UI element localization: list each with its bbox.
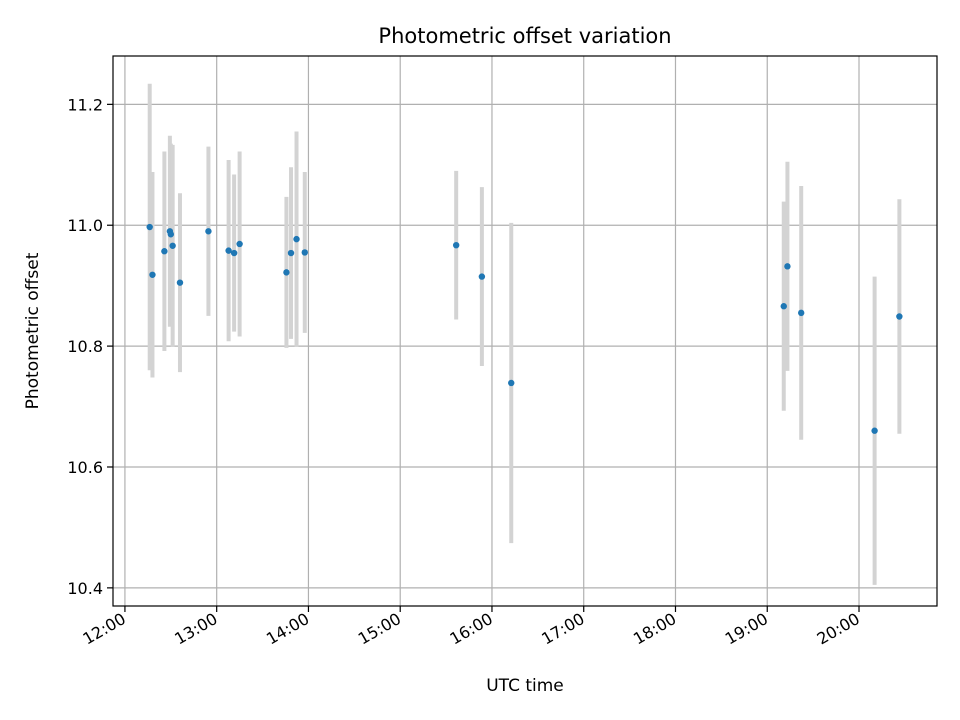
data-point: [146, 223, 153, 231]
data-points: [146, 223, 903, 434]
grid: [113, 56, 937, 606]
y-tick-label: 11.0: [67, 216, 103, 235]
data-point: [896, 313, 903, 320]
data-point: [236, 240, 243, 248]
y-tick-label: 10.6: [67, 458, 103, 477]
data-point: [508, 379, 515, 387]
data-point: [205, 228, 212, 235]
data-point: [225, 247, 232, 254]
y-tick-label: 11.2: [67, 95, 103, 114]
data-point: [780, 303, 787, 310]
y-tick-label: 10.4: [67, 579, 103, 598]
data-point: [301, 249, 308, 256]
data-point: [287, 249, 295, 257]
y-tick-label: 10.8: [67, 337, 103, 356]
y-axis-label: Photometric offset: [23, 252, 43, 409]
data-point: [452, 241, 460, 249]
data-point: [169, 242, 176, 249]
plot-frame: [112, 55, 938, 607]
data-point: [176, 279, 184, 286]
data-point: [797, 309, 805, 317]
data-point: [784, 263, 791, 270]
data-point: [167, 231, 175, 238]
chart-title: Photometric offset variation: [378, 24, 671, 48]
data-point: [283, 269, 290, 276]
data-point: [161, 248, 168, 255]
x-axis-label: UTC time: [486, 676, 564, 696]
data-point: [230, 249, 238, 257]
data-point: [293, 235, 300, 243]
plot-area: [113, 56, 937, 606]
data-point: [871, 427, 878, 434]
data-point: [149, 271, 156, 278]
data-point: [478, 273, 486, 280]
